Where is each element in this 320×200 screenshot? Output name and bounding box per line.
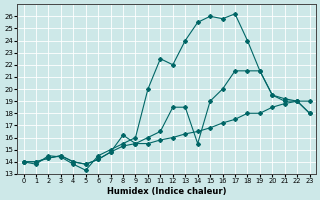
X-axis label: Humidex (Indice chaleur): Humidex (Indice chaleur): [107, 187, 226, 196]
